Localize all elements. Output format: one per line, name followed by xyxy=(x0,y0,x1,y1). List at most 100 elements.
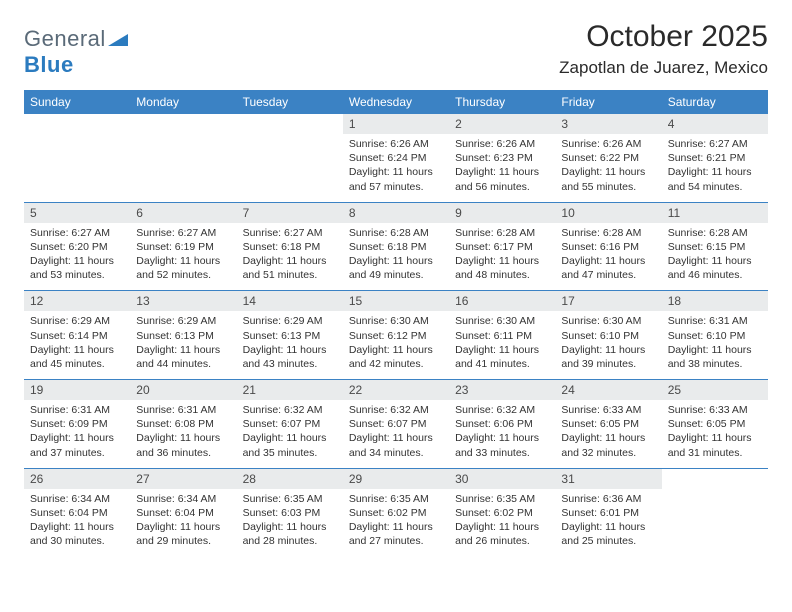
day-number: 5 xyxy=(24,203,130,223)
calendar-cell: 15Sunrise: 6:30 AMSunset: 6:12 PMDayligh… xyxy=(343,291,449,379)
day-number xyxy=(130,114,236,134)
calendar-cell: 1Sunrise: 6:26 AMSunset: 6:24 PMDaylight… xyxy=(343,114,449,202)
day-body: Sunrise: 6:27 AMSunset: 6:18 PMDaylight:… xyxy=(237,223,343,291)
day-body: Sunrise: 6:30 AMSunset: 6:10 PMDaylight:… xyxy=(555,311,661,379)
location: Zapotlan de Juarez, Mexico xyxy=(559,58,768,78)
calendar-cell: 18Sunrise: 6:31 AMSunset: 6:10 PMDayligh… xyxy=(662,291,768,379)
day-body: Sunrise: 6:31 AMSunset: 6:08 PMDaylight:… xyxy=(130,400,236,468)
day-number: 2 xyxy=(449,114,555,134)
day-body xyxy=(662,489,768,547)
day-number: 26 xyxy=(24,469,130,489)
calendar-cell: 17Sunrise: 6:30 AMSunset: 6:10 PMDayligh… xyxy=(555,291,661,379)
calendar-cell: 9Sunrise: 6:28 AMSunset: 6:17 PMDaylight… xyxy=(449,203,555,291)
calendar-cell: 10Sunrise: 6:28 AMSunset: 6:16 PMDayligh… xyxy=(555,203,661,291)
day-number: 4 xyxy=(662,114,768,134)
logo-text: General Blue xyxy=(24,26,128,78)
day-number: 29 xyxy=(343,469,449,489)
day-number: 11 xyxy=(662,203,768,223)
day-number: 18 xyxy=(662,291,768,311)
day-body: Sunrise: 6:28 AMSunset: 6:18 PMDaylight:… xyxy=(343,223,449,291)
calendar-cell xyxy=(130,114,236,202)
day-number: 16 xyxy=(449,291,555,311)
calendar-cell: 2Sunrise: 6:26 AMSunset: 6:23 PMDaylight… xyxy=(449,114,555,202)
day-number: 13 xyxy=(130,291,236,311)
day-body: Sunrise: 6:30 AMSunset: 6:12 PMDaylight:… xyxy=(343,311,449,379)
calendar-cell: 12Sunrise: 6:29 AMSunset: 6:14 PMDayligh… xyxy=(24,291,130,379)
day-number xyxy=(237,114,343,134)
day-body: Sunrise: 6:29 AMSunset: 6:14 PMDaylight:… xyxy=(24,311,130,379)
day-number: 28 xyxy=(237,469,343,489)
logo-triangle-icon xyxy=(108,26,128,52)
day-number: 31 xyxy=(555,469,661,489)
day-body: Sunrise: 6:34 AMSunset: 6:04 PMDaylight:… xyxy=(24,489,130,557)
day-body: Sunrise: 6:35 AMSunset: 6:03 PMDaylight:… xyxy=(237,489,343,557)
calendar-cell xyxy=(24,114,130,202)
calendar-cell: 26Sunrise: 6:34 AMSunset: 6:04 PMDayligh… xyxy=(24,469,130,557)
day-body xyxy=(237,134,343,192)
day-body xyxy=(130,134,236,192)
day-body: Sunrise: 6:28 AMSunset: 6:17 PMDaylight:… xyxy=(449,223,555,291)
calendar-cell: 30Sunrise: 6:35 AMSunset: 6:02 PMDayligh… xyxy=(449,469,555,557)
day-body: Sunrise: 6:26 AMSunset: 6:24 PMDaylight:… xyxy=(343,134,449,202)
day-header: Sunday xyxy=(24,90,130,114)
day-body: Sunrise: 6:29 AMSunset: 6:13 PMDaylight:… xyxy=(237,311,343,379)
day-number: 8 xyxy=(343,203,449,223)
day-number: 15 xyxy=(343,291,449,311)
day-header: Saturday xyxy=(662,90,768,114)
calendar-cell: 3Sunrise: 6:26 AMSunset: 6:22 PMDaylight… xyxy=(555,114,661,202)
calendar-cell: 19Sunrise: 6:31 AMSunset: 6:09 PMDayligh… xyxy=(24,380,130,468)
day-header: Monday xyxy=(130,90,236,114)
day-number: 22 xyxy=(343,380,449,400)
calendar-body: 1Sunrise: 6:26 AMSunset: 6:24 PMDaylight… xyxy=(24,114,768,556)
calendar-cell xyxy=(662,469,768,557)
day-number: 9 xyxy=(449,203,555,223)
day-number: 3 xyxy=(555,114,661,134)
calendar-cell: 28Sunrise: 6:35 AMSunset: 6:03 PMDayligh… xyxy=(237,469,343,557)
day-body: Sunrise: 6:30 AMSunset: 6:11 PMDaylight:… xyxy=(449,311,555,379)
day-body: Sunrise: 6:27 AMSunset: 6:20 PMDaylight:… xyxy=(24,223,130,291)
calendar-cell: 5Sunrise: 6:27 AMSunset: 6:20 PMDaylight… xyxy=(24,203,130,291)
calendar-cell: 16Sunrise: 6:30 AMSunset: 6:11 PMDayligh… xyxy=(449,291,555,379)
header: General Blue October 2025 Zapotlan de Ju… xyxy=(24,20,768,78)
title-block: October 2025 Zapotlan de Juarez, Mexico xyxy=(559,20,768,78)
calendar-cell: 8Sunrise: 6:28 AMSunset: 6:18 PMDaylight… xyxy=(343,203,449,291)
calendar-cell: 4Sunrise: 6:27 AMSunset: 6:21 PMDaylight… xyxy=(662,114,768,202)
day-number: 24 xyxy=(555,380,661,400)
day-number: 14 xyxy=(237,291,343,311)
calendar-cell: 6Sunrise: 6:27 AMSunset: 6:19 PMDaylight… xyxy=(130,203,236,291)
calendar-cell: 23Sunrise: 6:32 AMSunset: 6:06 PMDayligh… xyxy=(449,380,555,468)
logo: General Blue xyxy=(24,26,128,78)
calendar-cell xyxy=(237,114,343,202)
logo-part1: General xyxy=(24,26,106,51)
day-number: 12 xyxy=(24,291,130,311)
day-number: 27 xyxy=(130,469,236,489)
calendar-cell: 7Sunrise: 6:27 AMSunset: 6:18 PMDaylight… xyxy=(237,203,343,291)
day-body: Sunrise: 6:31 AMSunset: 6:10 PMDaylight:… xyxy=(662,311,768,379)
calendar-cell: 22Sunrise: 6:32 AMSunset: 6:07 PMDayligh… xyxy=(343,380,449,468)
day-body: Sunrise: 6:32 AMSunset: 6:07 PMDaylight:… xyxy=(343,400,449,468)
day-header: Tuesday xyxy=(237,90,343,114)
day-number: 17 xyxy=(555,291,661,311)
day-header: Friday xyxy=(555,90,661,114)
calendar-head: SundayMondayTuesdayWednesdayThursdayFrid… xyxy=(24,90,768,114)
day-body: Sunrise: 6:36 AMSunset: 6:01 PMDaylight:… xyxy=(555,489,661,557)
day-header: Wednesday xyxy=(343,90,449,114)
day-body: Sunrise: 6:27 AMSunset: 6:21 PMDaylight:… xyxy=(662,134,768,202)
day-header: Thursday xyxy=(449,90,555,114)
day-number xyxy=(24,114,130,134)
day-number: 21 xyxy=(237,380,343,400)
day-body: Sunrise: 6:34 AMSunset: 6:04 PMDaylight:… xyxy=(130,489,236,557)
calendar-cell: 11Sunrise: 6:28 AMSunset: 6:15 PMDayligh… xyxy=(662,203,768,291)
day-body: Sunrise: 6:31 AMSunset: 6:09 PMDaylight:… xyxy=(24,400,130,468)
day-number xyxy=(662,469,768,489)
calendar-week: 5Sunrise: 6:27 AMSunset: 6:20 PMDaylight… xyxy=(24,203,768,291)
day-number: 23 xyxy=(449,380,555,400)
calendar-cell: 24Sunrise: 6:33 AMSunset: 6:05 PMDayligh… xyxy=(555,380,661,468)
calendar-cell: 14Sunrise: 6:29 AMSunset: 6:13 PMDayligh… xyxy=(237,291,343,379)
day-body xyxy=(24,134,130,192)
day-body: Sunrise: 6:26 AMSunset: 6:22 PMDaylight:… xyxy=(555,134,661,202)
calendar-table: SundayMondayTuesdayWednesdayThursdayFrid… xyxy=(24,90,768,556)
day-body: Sunrise: 6:32 AMSunset: 6:06 PMDaylight:… xyxy=(449,400,555,468)
day-body: Sunrise: 6:29 AMSunset: 6:13 PMDaylight:… xyxy=(130,311,236,379)
day-body: Sunrise: 6:28 AMSunset: 6:15 PMDaylight:… xyxy=(662,223,768,291)
